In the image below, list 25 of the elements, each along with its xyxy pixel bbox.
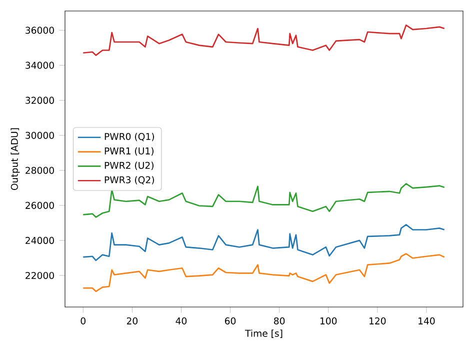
x-tick-label: 120 bbox=[370, 317, 386, 324]
line-series bbox=[82, 224, 446, 262]
y-tick-label: 28000 bbox=[26, 166, 54, 174]
x-tick-label: 140 bbox=[418, 317, 435, 324]
legend-label: PWR3 (Q2) bbox=[104, 176, 154, 184]
line-series bbox=[82, 253, 446, 292]
legend-label: PWR2 (U2) bbox=[104, 162, 154, 170]
x-tick-label: 100 bbox=[320, 317, 337, 324]
x-tick-label: 80 bbox=[274, 317, 285, 324]
y-tick-label: 30000 bbox=[26, 132, 54, 139]
x-tick-label: 20 bbox=[126, 317, 138, 324]
line-series bbox=[82, 183, 446, 218]
y-tick-label: 32000 bbox=[26, 96, 54, 104]
y-axis-title: Output [ADU] bbox=[10, 128, 20, 190]
x-tick-label: 40 bbox=[176, 317, 187, 324]
y-tick-label: 22000 bbox=[26, 272, 54, 279]
y-tick-label: 34000 bbox=[26, 62, 54, 69]
x-tick-label: 60 bbox=[224, 317, 236, 324]
y-tick-label: 26000 bbox=[26, 202, 54, 209]
legend-label: PWR0 (Q1) bbox=[104, 132, 154, 142]
x-axis-title: Time [s] bbox=[245, 330, 282, 338]
legend-label: PWR1 (U1) bbox=[104, 147, 154, 156]
y-tick-label: 36000 bbox=[26, 26, 54, 34]
y-tick-label: 24000 bbox=[26, 236, 54, 244]
x-tick-label: 0 bbox=[80, 317, 86, 324]
